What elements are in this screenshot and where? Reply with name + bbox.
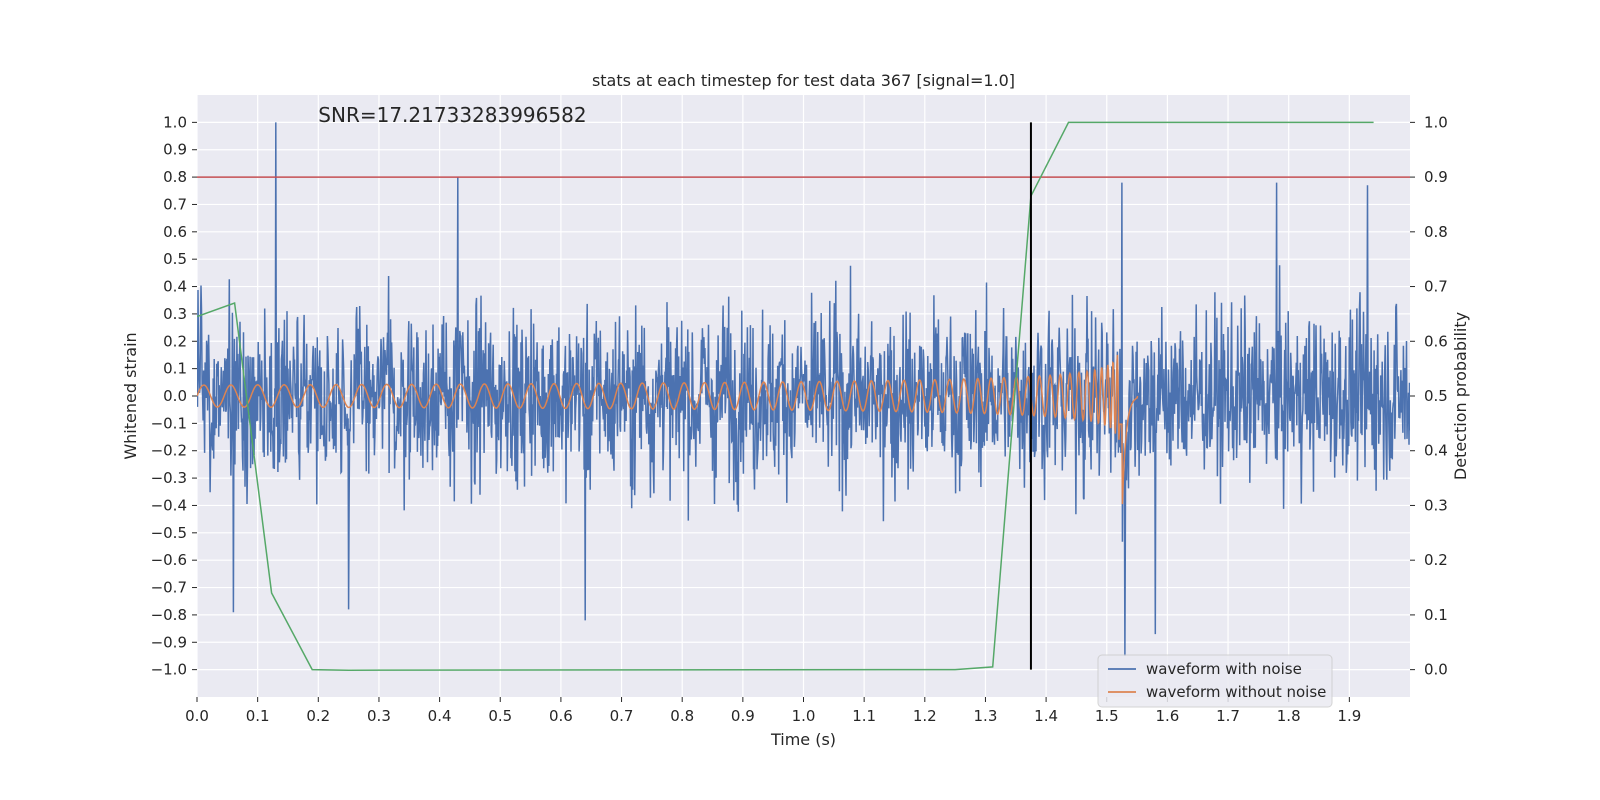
plot-area	[197, 121, 1410, 671]
x-tick-label: 0.2	[306, 707, 330, 725]
x-tick-label: 1.4	[1034, 707, 1058, 725]
y-right-tick-label: 0.2	[1424, 551, 1448, 569]
y-tick-label: −0.7	[151, 579, 187, 597]
y-right-tick-label: 0.8	[1424, 223, 1448, 241]
x-axis-label: Time (s)	[770, 730, 836, 749]
series-line-waveform-with-noise	[197, 122, 1410, 657]
chart-title: stats at each timestep for test data 367…	[592, 71, 1015, 90]
y-tick-label: 0.3	[163, 305, 187, 323]
y-tick-label: −0.4	[151, 496, 187, 514]
x-tick-label: 0.9	[731, 707, 755, 725]
x-tick-label: 1.5	[1095, 707, 1119, 725]
y-axis-label-right: Detection probability	[1451, 312, 1470, 480]
y-right-tick-label: 0.1	[1424, 606, 1448, 624]
x-tick-label: 1.3	[974, 707, 998, 725]
x-tick-label: 1.7	[1216, 707, 1240, 725]
x-tick-label: 1.2	[913, 707, 937, 725]
legend-box	[1097, 654, 1333, 708]
x-tick-label: 1.8	[1277, 707, 1301, 725]
y-tick-label: −0.3	[151, 469, 187, 487]
y-tick-label: 0.9	[163, 141, 187, 159]
y-tick-label: −0.5	[151, 524, 187, 542]
x-tick-label: 0.1	[246, 707, 270, 725]
y-right-tick-label: 0.0	[1424, 661, 1448, 679]
x-tick-label: 0.5	[488, 707, 512, 725]
legend: waveform with noise waveform without noi…	[1097, 654, 1333, 708]
x-tick-label: 1.9	[1337, 707, 1361, 725]
legend-label-waveform-with-noise: waveform with noise	[1146, 660, 1302, 678]
y-tick-label: 0.2	[163, 332, 187, 350]
x-tick-label: 0.4	[428, 707, 452, 725]
x-tick-label: 0.7	[610, 707, 634, 725]
y-right-tick-label: 0.5	[1424, 387, 1448, 405]
y-tick-label: −0.8	[151, 606, 187, 624]
y-tick-label: 0.5	[163, 250, 187, 268]
y-tick-label: −0.6	[151, 551, 187, 569]
ticks: 0.0 0.1 0.2 0.3 0.4 0.5 0.6 0.7 0.8 0.9 1.0 1.1 1.2 1…	[151, 113, 1448, 725]
y-tick-label: 0.1	[163, 360, 187, 378]
y-tick-label: −0.1	[151, 414, 187, 432]
series-line-detection-probability	[197, 121, 1374, 671]
y-tick-label: −1.0	[151, 661, 187, 679]
y-tick-label: 0.8	[163, 168, 187, 186]
x-tick-label: 1.1	[852, 707, 876, 725]
y-axis-label: Whitened strain	[121, 332, 140, 459]
y-right-tick-label: 1.0	[1424, 113, 1448, 131]
y-tick-label: 0.7	[163, 195, 187, 213]
y-tick-label: −0.2	[151, 442, 187, 460]
y-right-tick-label: 0.7	[1424, 278, 1448, 296]
legend-label-waveform-without-noise: waveform without noise	[1146, 683, 1326, 701]
x-tick-label: 0.8	[670, 707, 694, 725]
y-right-tick-label: 0.4	[1424, 442, 1448, 460]
x-tick-label: 1.6	[1155, 707, 1179, 725]
x-tick-label: 0.6	[549, 707, 573, 725]
x-tick-label: 1.0	[792, 707, 816, 725]
snr-annotation: SNR=17.21733283996582	[318, 103, 586, 127]
series-line-waveform-without-noise	[197, 354, 1139, 505]
x-tick-label: 0.0	[185, 707, 209, 725]
y-tick-label: 1.0	[163, 113, 187, 131]
y-right-tick-label: 0.3	[1424, 496, 1448, 514]
y-tick-label: 0.4	[163, 278, 187, 296]
y-right-tick-label: 0.6	[1424, 332, 1448, 350]
y-right-tick-label: 0.9	[1424, 168, 1448, 186]
y-tick-label: 0.6	[163, 223, 187, 241]
x-tick-label: 0.3	[367, 707, 391, 725]
y-tick-label: −0.9	[151, 633, 187, 651]
y-tick-label: 0.0	[163, 387, 187, 405]
